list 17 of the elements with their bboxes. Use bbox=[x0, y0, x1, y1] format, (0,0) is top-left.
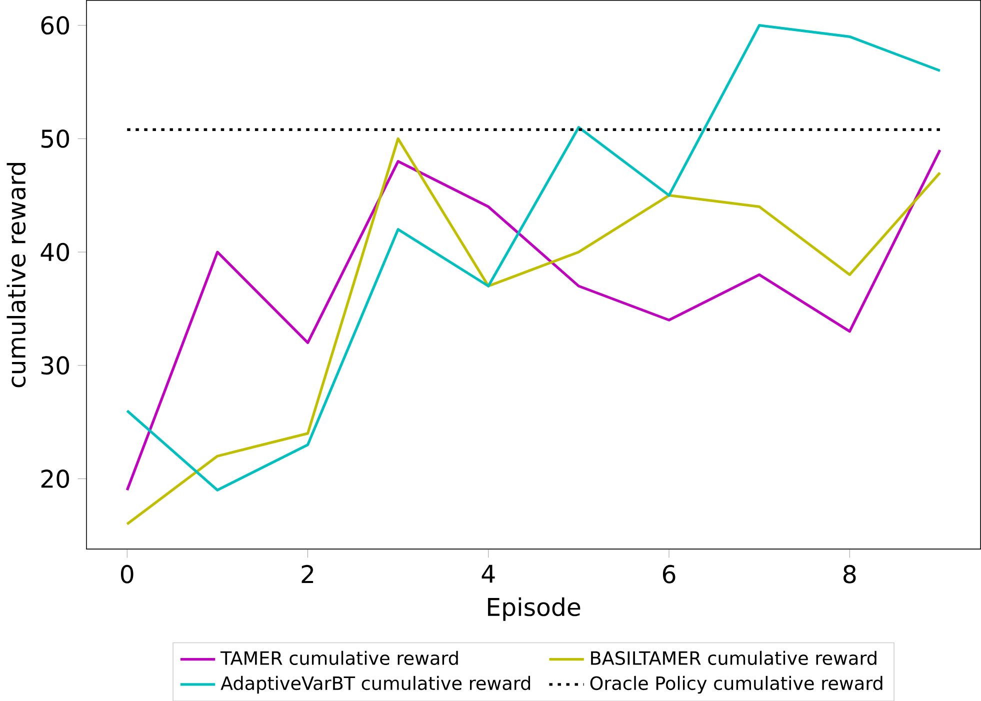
y-tick-label: 40 bbox=[40, 242, 70, 262]
legend-label: BASILTAMER cumulative reward bbox=[591, 650, 876, 665]
y-tick-label: 60 bbox=[41, 16, 70, 34]
legend-label: TAMER cumulative reward bbox=[220, 650, 458, 665]
x-axis-title: Episode bbox=[488, 597, 580, 621]
y-axis-title: cumulative reward bbox=[6, 162, 26, 388]
legend-label: Oracle Policy cumulative reward bbox=[590, 676, 882, 694]
x-tick-label: 2 bbox=[302, 564, 314, 583]
x-tick-label: 0 bbox=[120, 564, 134, 584]
x-tick-label: 8 bbox=[844, 564, 856, 584]
y-tick-label: 30 bbox=[41, 356, 70, 374]
line-series bbox=[126, 24, 942, 492]
x-tick-label: 6 bbox=[662, 564, 676, 584]
x-tick-label: 4 bbox=[482, 564, 495, 582]
legend-label: AdaptiveVarBT cumulative reward bbox=[220, 676, 530, 694]
y-tick-label: 20 bbox=[41, 469, 70, 488]
y-tick-label: 50 bbox=[41, 129, 70, 148]
